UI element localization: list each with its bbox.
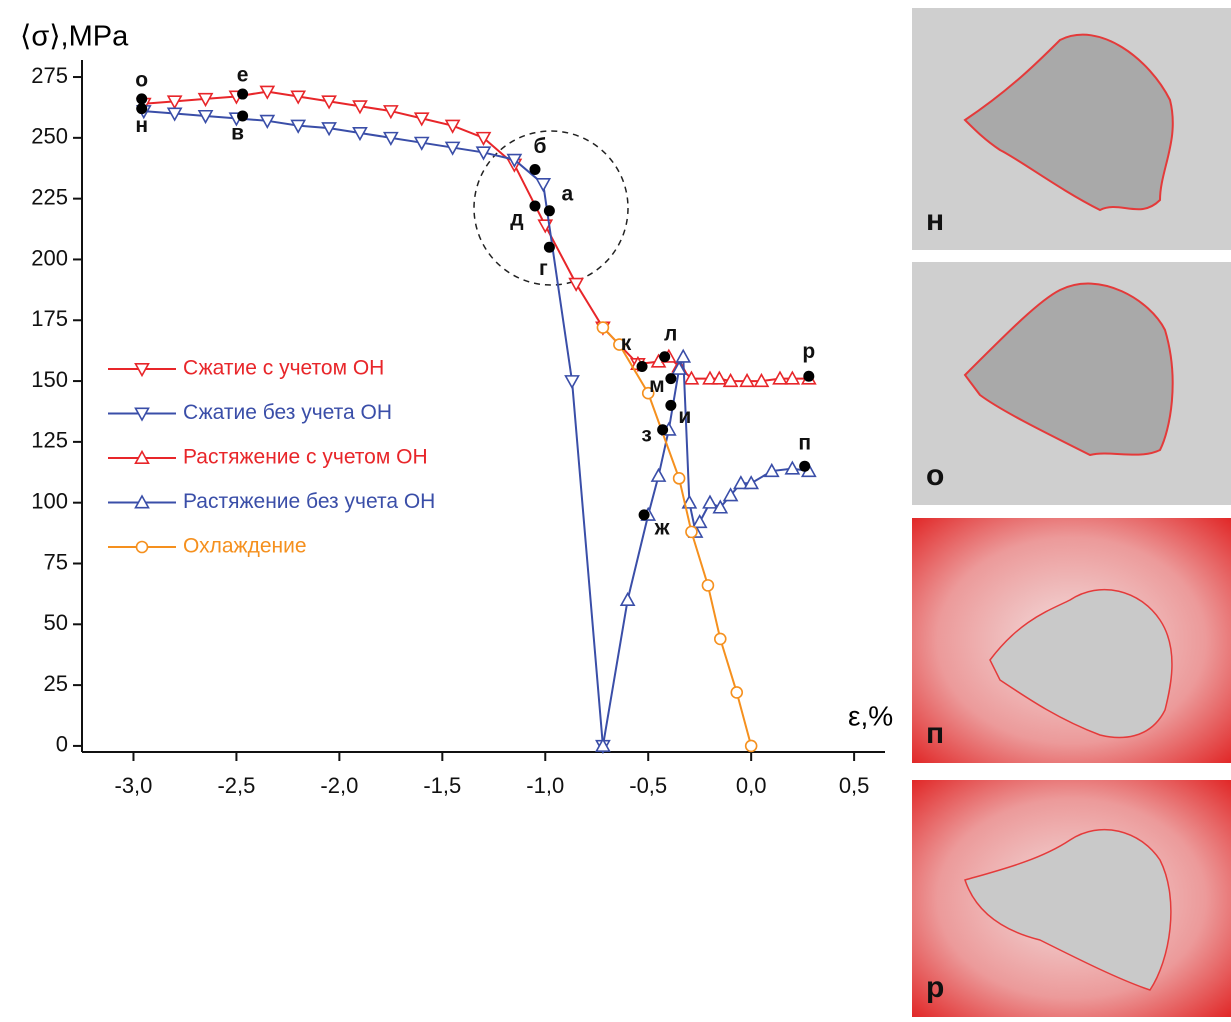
point-label: д	[510, 207, 523, 230]
data-point	[566, 376, 579, 388]
data-point	[715, 633, 726, 644]
labeled-point	[657, 424, 668, 435]
panel-label: п	[926, 717, 944, 750]
data-point	[693, 516, 706, 528]
point-label: б	[533, 135, 546, 158]
data-point	[677, 350, 690, 362]
labeled-point	[237, 89, 248, 100]
series	[596, 350, 815, 751]
simulation-panel: о	[912, 262, 1231, 505]
data-point	[446, 120, 459, 132]
x-tick-label: 0,0	[736, 773, 767, 798]
data-point	[597, 322, 608, 333]
point-label: н	[135, 114, 148, 137]
y-tick-label: 75	[44, 549, 68, 574]
labeled-point	[803, 371, 814, 382]
y-axis-label: ⟨σ⟩,MPa	[20, 21, 129, 53]
labeled-point	[637, 361, 648, 372]
data-point	[702, 580, 713, 591]
legend-label: Растяжение без учета ОН	[183, 490, 435, 513]
point-label: п	[798, 432, 811, 455]
series-line	[603, 357, 809, 746]
y-tick-label: 225	[31, 184, 68, 209]
x-tick-label: -0,5	[629, 773, 667, 798]
labeled-point	[529, 164, 540, 175]
y-tick-label: 50	[44, 610, 68, 635]
y-tick-label: 250	[31, 124, 68, 149]
plot-area: -3,0 -2,5 -2,0 -1,5 -1,0 -0,5 0,0 0,5 0 25 50 75 100…	[31, 63, 869, 798]
panel-label: р	[926, 971, 944, 1004]
x-tick-label: -2,5	[217, 773, 255, 798]
page: ⟨σ⟩,MPa ε,% -3,0 -2,5 -2,0 -1,5 -1,0 -0,5 0,0 0…	[0, 0, 1231, 1022]
legend-label: Сжатие без учета ОН	[183, 401, 392, 424]
point-label: е	[237, 64, 249, 87]
data-point	[674, 473, 685, 484]
labeled-point	[665, 373, 676, 384]
labeled-point	[237, 110, 248, 121]
panel-label: н	[926, 204, 944, 237]
point-label: р	[802, 340, 815, 363]
series-line	[603, 328, 751, 746]
point-label: к	[621, 332, 632, 355]
y-tick-label: 200	[31, 245, 68, 270]
legend-label: Охлаждение	[183, 535, 307, 558]
point-label: м	[649, 374, 665, 397]
labeled-point	[544, 242, 555, 253]
x-tick-label: -1,5	[423, 773, 461, 798]
data-point	[621, 593, 634, 605]
x-tick-label: -2,0	[320, 773, 358, 798]
data-point	[786, 462, 799, 474]
y-tick-label: 0	[56, 732, 68, 757]
point-label: а	[562, 182, 574, 205]
simulation-panel: р	[912, 780, 1231, 1017]
labeled-point	[544, 205, 555, 216]
legend-label: Сжатие с учетом ОН	[183, 357, 384, 380]
labeled-point	[639, 509, 650, 520]
legend-label: Растяжение с учетом ОН	[183, 446, 428, 469]
point-label: в	[231, 121, 244, 144]
point-label: г	[539, 257, 548, 280]
panel-label: о	[926, 459, 944, 492]
figure: ⟨σ⟩,MPa ε,% -3,0 -2,5 -2,0 -1,5 -1,0 -0,5 0,0 0…	[0, 0, 1231, 1017]
data-point	[731, 687, 742, 698]
y-tick-label: 150	[31, 367, 68, 392]
labeled-point	[799, 461, 810, 472]
y-tick-label: 175	[31, 306, 68, 331]
x-tick-label: -1,0	[526, 773, 564, 798]
labeled-point	[136, 103, 147, 114]
y-tick-label: 100	[31, 488, 68, 513]
series	[137, 86, 644, 370]
data-point	[746, 740, 757, 751]
labeled-point	[665, 400, 676, 411]
x-axis-label: ε,%	[848, 700, 893, 731]
legend-marker	[137, 542, 148, 553]
point-label: з	[641, 423, 651, 446]
panels: н о п р	[912, 8, 1231, 1017]
point-label: и	[678, 405, 691, 428]
labeled-point	[136, 93, 147, 104]
data-point	[686, 526, 697, 537]
simulation-panel: п	[912, 518, 1231, 763]
labeled-point	[529, 200, 540, 211]
point-label: о	[135, 68, 148, 91]
y-tick-label: 125	[31, 428, 68, 453]
data-point	[537, 179, 550, 191]
x-tick-label: -3,0	[115, 773, 153, 798]
point-label: л	[664, 322, 677, 345]
x-tick-label: 0,5	[839, 773, 870, 798]
data-point	[703, 496, 716, 508]
data-point	[570, 279, 583, 291]
y-tick-label: 25	[44, 671, 68, 696]
data-point	[652, 469, 665, 481]
labeled-point	[659, 351, 670, 362]
y-tick-label: 275	[31, 63, 68, 88]
point-label: ж	[654, 516, 671, 539]
simulation-panel: н	[912, 8, 1231, 250]
